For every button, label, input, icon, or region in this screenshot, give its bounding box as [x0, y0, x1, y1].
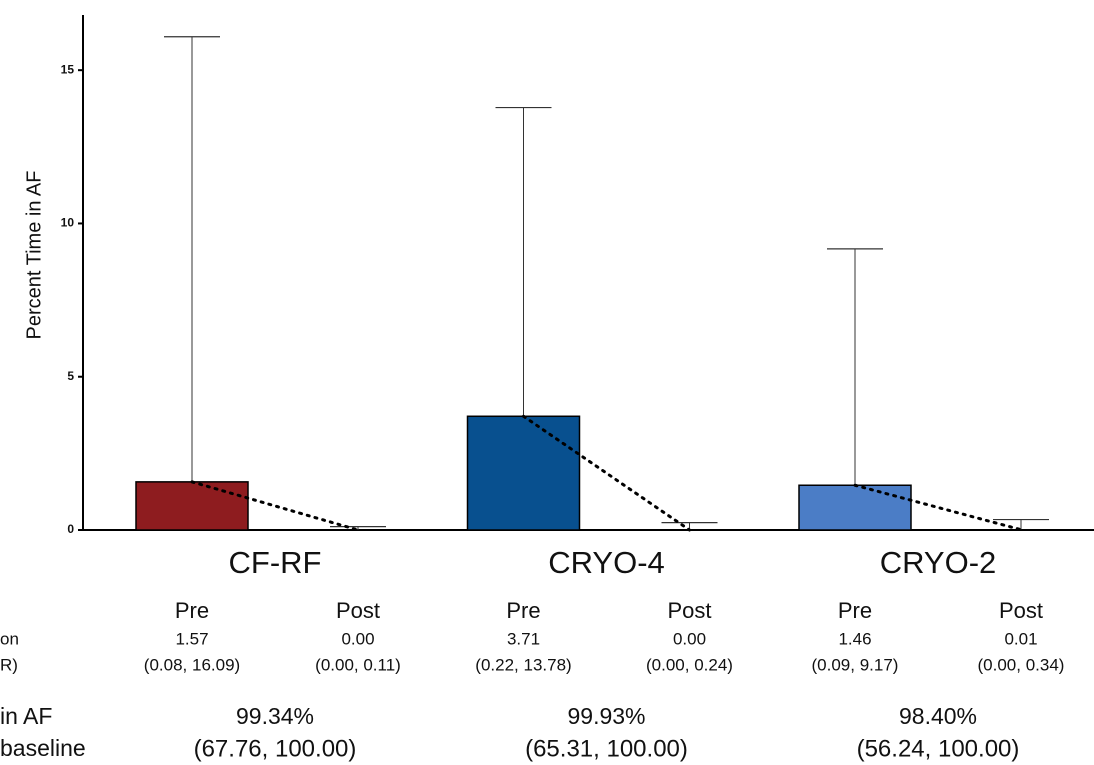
group-label: CRYO-2: [880, 545, 997, 580]
row-label: in AF: [0, 703, 52, 729]
median-label: 0.00: [341, 629, 374, 648]
reduction-ci: (56.24, 100.00): [857, 735, 1020, 762]
iqr-label: (0.00, 0.24): [646, 655, 733, 674]
series-label: Pre: [838, 598, 872, 623]
group-label: CRYO-4: [548, 545, 665, 580]
iqr-label: (0.22, 13.78): [475, 655, 571, 674]
iqr-label: (0.00, 0.11): [315, 655, 401, 674]
reduction-label: 99.34%: [236, 703, 314, 729]
series-label: Pre: [506, 598, 540, 623]
reduction-ci: (67.76, 100.00): [194, 735, 357, 762]
series-label: Post: [336, 598, 380, 623]
bar: [135, 481, 249, 531]
series-label: Post: [999, 598, 1043, 623]
trend-line: [190, 480, 360, 532]
reduction-ci: (65.31, 100.00): [525, 735, 688, 762]
trend-line: [853, 483, 1023, 532]
median-label: 0.01: [1004, 629, 1037, 648]
reduction-label: 98.40%: [899, 703, 977, 729]
y-tick-label: 5: [67, 369, 74, 383]
trend-line: [522, 414, 691, 532]
iqr-label: (0.09, 9.17): [812, 655, 899, 674]
bar: [466, 415, 581, 531]
row-label: on: [0, 629, 19, 648]
reduction-label: 99.93%: [567, 703, 645, 729]
y-axis-label: Percent Time in AF: [23, 171, 45, 340]
y-tick-label: 10: [61, 216, 75, 230]
series-label: Post: [667, 598, 711, 623]
row-label: R): [0, 655, 18, 674]
median-label: 1.46: [838, 629, 871, 648]
iqr-label: (0.08, 16.09): [144, 655, 240, 674]
y-tick-label: 15: [61, 62, 75, 76]
median-label: 1.57: [175, 629, 208, 648]
median-label: 3.71: [507, 629, 540, 648]
median-label: 0.00: [673, 629, 706, 648]
y-tick-label: 0: [67, 522, 74, 536]
group-label: CF-RF: [229, 545, 322, 580]
bar: [798, 484, 912, 531]
row-label: baseline: [0, 735, 86, 761]
iqr-label: (0.00, 0.34): [978, 655, 1065, 674]
series-label: Pre: [175, 598, 209, 623]
